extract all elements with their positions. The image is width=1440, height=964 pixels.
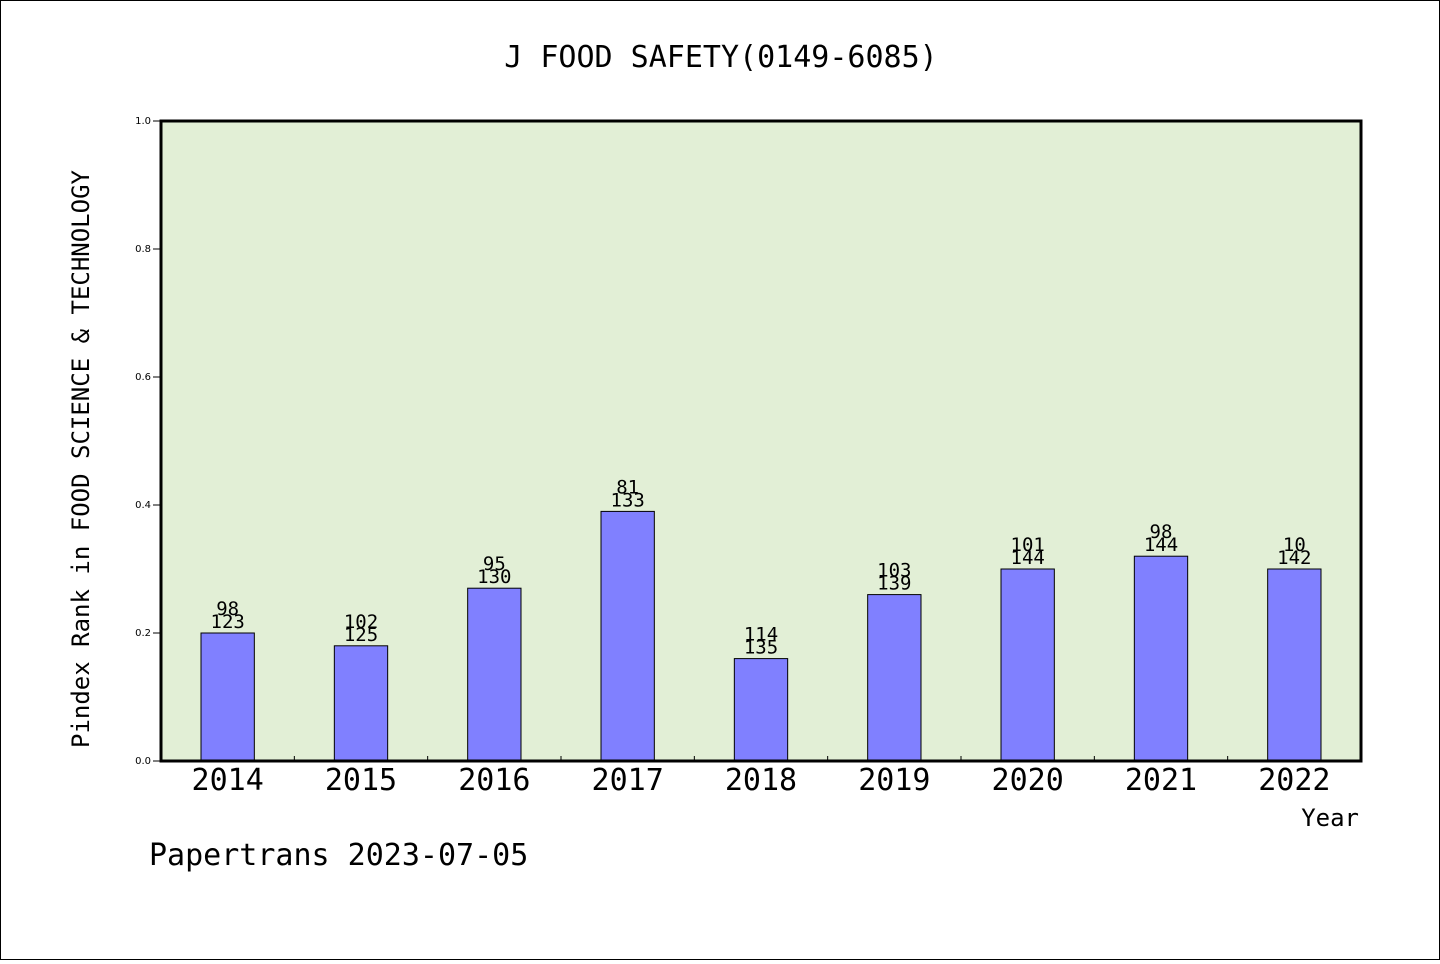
total-label-2015: 125	[344, 624, 378, 646]
plot-border	[159, 119, 1363, 763]
bars-group	[200, 510, 1322, 762]
x-tick-label-2016: 2016	[458, 763, 530, 798]
footer-text: Papertrans 2023-07-05	[149, 838, 528, 873]
total-label-2021: 144	[1144, 534, 1178, 556]
x-tick-label-2014: 2014	[192, 763, 264, 798]
bar-2022	[1267, 568, 1322, 762]
total-label-2014: 123	[211, 611, 245, 633]
chart-title: J FOOD SAFETY(0149-6085)	[504, 40, 937, 75]
rank-label-2018: 114	[744, 624, 778, 646]
y-tick-label: 0.2	[135, 628, 151, 639]
y-tick-label: 0.0	[135, 756, 151, 767]
bar-2016	[467, 587, 522, 762]
bar-2021	[1133, 555, 1189, 762]
x-tick-label-2018: 2018	[725, 763, 797, 798]
bar-2017	[600, 510, 655, 762]
x-tick-label-2017: 2017	[592, 763, 664, 798]
x-tick-label-2019: 2019	[858, 763, 930, 798]
total-label-2017: 133	[611, 489, 645, 511]
bar-2020	[1000, 568, 1055, 762]
rank-label-2016: 95	[483, 553, 506, 575]
rank-label-2015: 102	[344, 611, 378, 633]
x-axis-label: Year	[1301, 804, 1359, 832]
total-label-2018: 135	[744, 637, 778, 659]
rank-label-2021: 98	[1150, 521, 1173, 543]
x-tick-label-2020: 2020	[992, 763, 1064, 798]
total-label-2016: 130	[477, 566, 511, 588]
total-label-2019: 139	[877, 573, 911, 595]
total-label-2020: 144	[1011, 547, 1045, 569]
rank-label-2019: 103	[877, 560, 911, 582]
y-tick-label: 0.4	[135, 500, 151, 511]
rank-label-2020: 101	[1011, 534, 1045, 556]
bar-2015	[333, 645, 389, 762]
x-tick-label-2022: 2022	[1258, 763, 1330, 798]
x-tick-label-2015: 2015	[325, 763, 397, 798]
rank-label-2022: 10	[1283, 534, 1306, 556]
y-axis: 0.0 0.2 0.4 0.6 0.8 1.0	[135, 116, 161, 767]
y-tick-label: 0.8	[135, 244, 151, 255]
y-tick-label: 1.0	[135, 116, 151, 127]
bar-2019	[867, 594, 922, 762]
total-label-2022: 142	[1277, 547, 1311, 569]
x-tick-label-2021: 2021	[1125, 763, 1197, 798]
rank-label-2017: 81	[616, 476, 639, 498]
y-tick-label: 0.6	[135, 372, 151, 383]
bar-2018	[733, 658, 789, 762]
rank-label-2014: 98	[216, 598, 239, 620]
y-axis-label: Pindex Rank in FOOD SCIENCE & TECHNOLOGY	[67, 169, 95, 748]
x-axis: 2014 2015 2016 2017 2018 2019 2020 2021 2022	[192, 756, 1330, 798]
bar-2014	[200, 632, 255, 762]
